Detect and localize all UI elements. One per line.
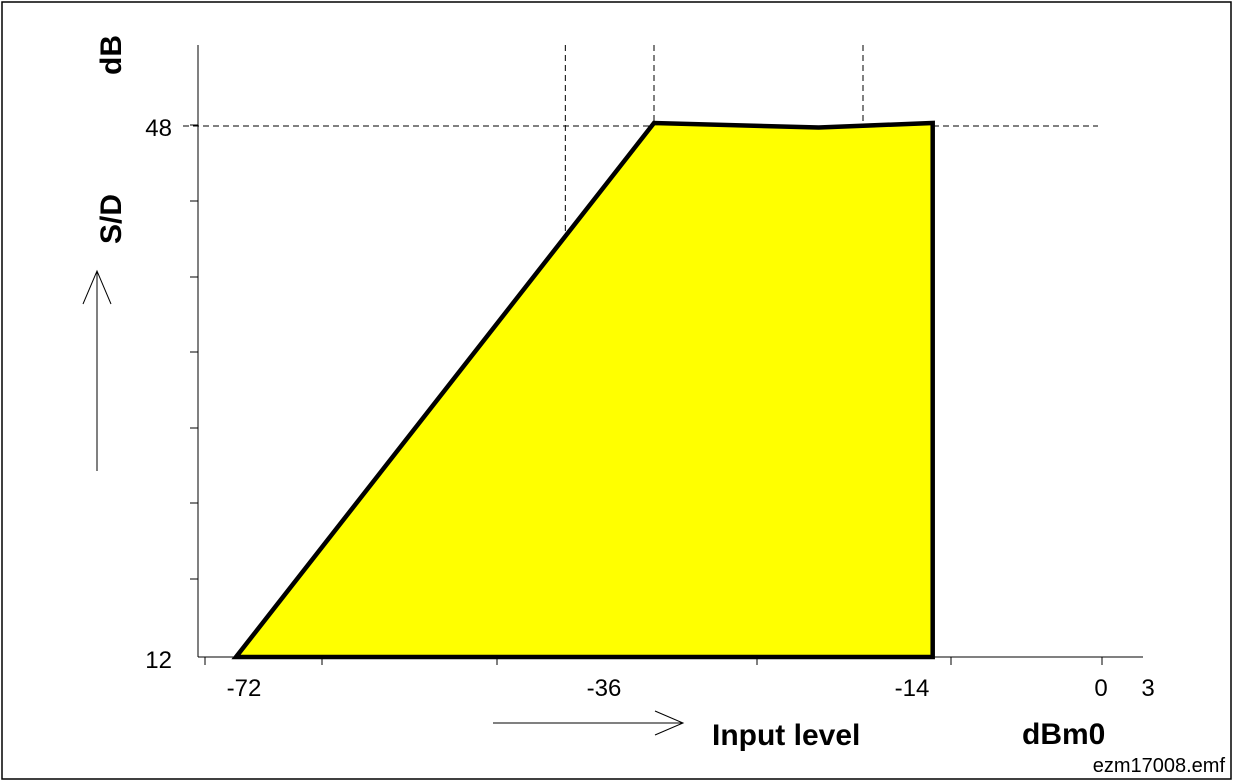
x-axis-title: Input level (712, 719, 860, 752)
y-tick-label: 48 (145, 115, 172, 142)
x-tick-label: 3 (1141, 675, 1154, 702)
x-tick-label: 0 (1094, 675, 1107, 702)
x-axis-arrow (493, 710, 685, 736)
x-tick-label: -14 (895, 675, 930, 702)
series-area (231, 120, 935, 660)
y-axis-unit: dB (95, 35, 128, 75)
y-tick-label: 12 (145, 647, 172, 674)
x-tick-label: -36 (587, 675, 622, 702)
file-name-label: ezm17008.emf (1093, 755, 1226, 777)
y-axis-title: S/D (95, 194, 128, 244)
x-tick-label: -72 (227, 675, 262, 702)
x-axis-minor-ticks (204, 657, 1103, 665)
x-axis-unit: dBm0 (1022, 718, 1105, 751)
y-axis-arrow (82, 269, 112, 471)
y-axis-minor-ticks (190, 124, 198, 580)
